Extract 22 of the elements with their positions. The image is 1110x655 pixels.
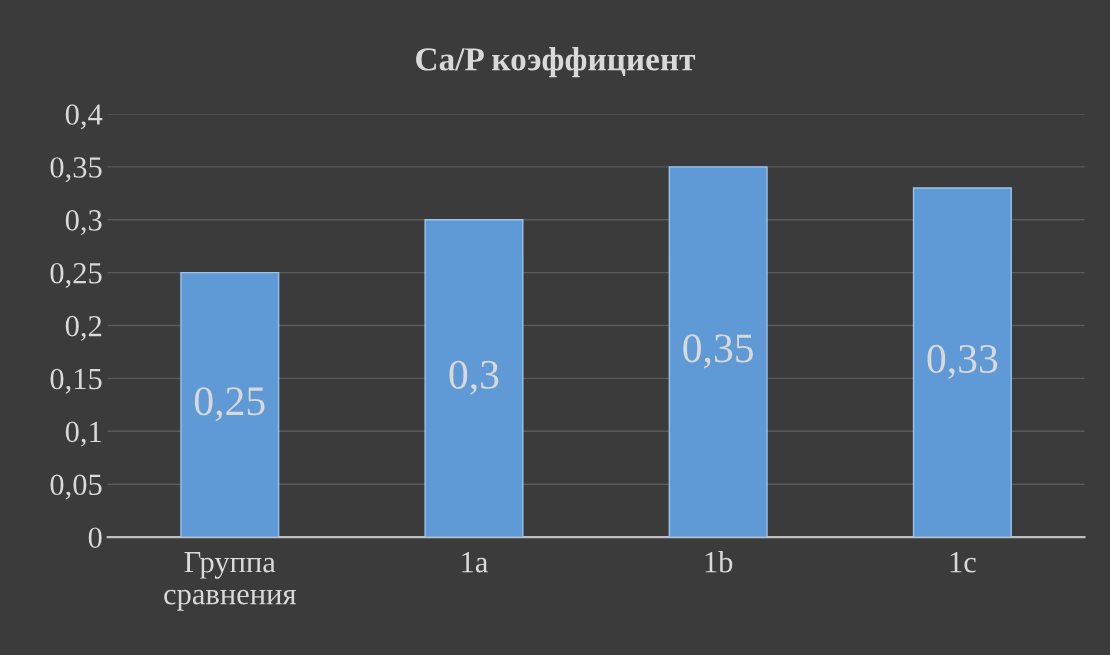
- x-tick-label: 1a: [462, 552, 488, 573]
- y-tick-label: 0,3: [65, 210, 102, 236]
- bar: [912, 187, 1012, 538]
- y-tick-label: 0,1: [65, 421, 101, 447]
- x-tick-label: 1b: [705, 550, 733, 573]
- data-label: 0,33: [927, 344, 998, 379]
- bar: [180, 271, 280, 538]
- x-tick-label: 1c: [950, 552, 976, 573]
- y-tick-label: 0,25: [50, 262, 102, 288]
- data-label: 0,25: [194, 387, 265, 422]
- data-label: 0,3: [449, 360, 499, 395]
- bar: [668, 166, 768, 538]
- bar: [424, 219, 524, 538]
- chart-title: Ca/P коэффициент: [416, 47, 696, 78]
- y-tick-label: 0,35: [50, 157, 102, 183]
- y-tick-label: 0,4: [65, 104, 103, 130]
- y-tick-label: 0,15: [50, 368, 102, 394]
- x-tick-label: Группа сравнения: [164, 552, 296, 611]
- y-tick-label: 0: [88, 527, 102, 548]
- y-tick-label: 0,05: [50, 474, 102, 500]
- y-tick-label: 0,2: [65, 315, 102, 341]
- data-label: 0,35: [683, 334, 753, 369]
